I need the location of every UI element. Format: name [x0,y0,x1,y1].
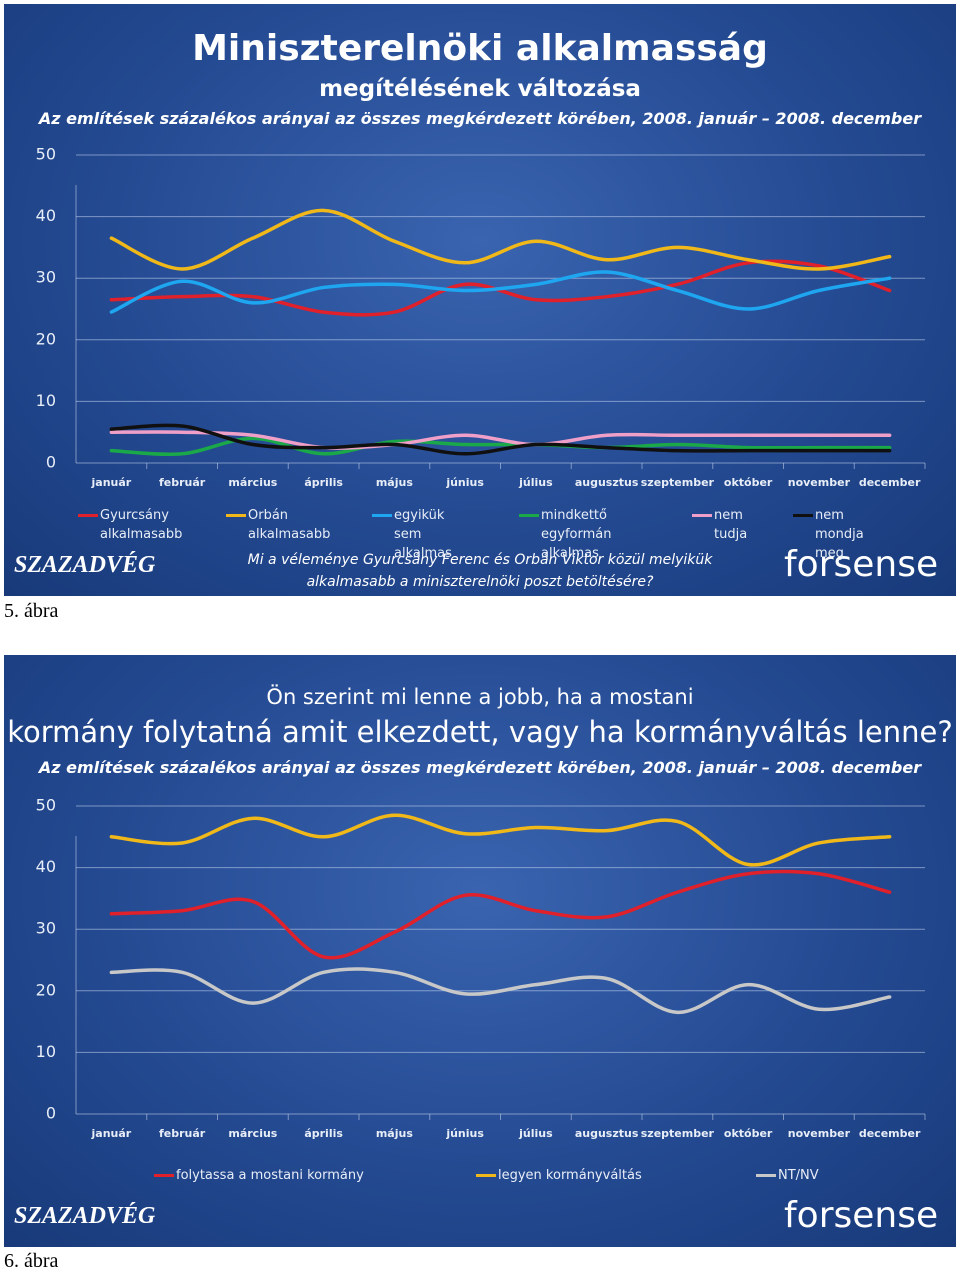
plot: 0 10 20 30 40 50 január február március április má… [36,145,926,489]
legend-label: Orbán alkalmasabb [248,508,331,542]
legend-swatch [793,514,813,517]
logo: forsense [784,1195,939,1236]
x-tick-label: december [859,1127,921,1140]
chart-panel: 0 10 20 30 40 50 január február március április má… [4,4,956,596]
legend-label: legyen kormányváltás [498,1168,642,1183]
y-tick-label: 0 [46,1104,56,1123]
legend-swatch [78,514,98,517]
legend-entry: mindkettő egyformán alkalmas [519,506,651,563]
legend-label: egyikük sem alkalmas [394,508,452,561]
x-tick-label: október [724,476,773,489]
question: alkalmasabb a miniszterelnöki poszt betö… [306,574,654,590]
question: Mi a véleménye Gyurcsány Ferenc és Orbán… [247,552,713,568]
x-tick-label: január [91,476,132,489]
y-tick-label: 20 [36,980,56,999]
caption: 5. ábra [4,600,59,622]
x-tick-label: február [159,476,206,489]
x-tick-label: február [159,1127,206,1140]
line-series [109,208,892,271]
caption: 6. ábra [4,1250,59,1272]
line-series [109,436,892,457]
x-tick-label: március [228,1127,277,1140]
legend-entry: egyikük sem alkalmas [372,506,474,563]
legend-label: NT/NV [778,1168,819,1183]
y-tick-label: 40 [36,206,56,225]
legend-swatch [372,514,392,517]
legend-swatch [756,1174,776,1177]
legend-entry: Orbán alkalmasabb [226,506,338,544]
x-tick-label: január [91,1127,132,1140]
chart-note: Az említések százalékos arányai az össze… [38,109,922,128]
x-tick-label: augusztus [575,476,639,489]
x-tick-label: augusztus [575,1127,639,1140]
y-tick-label: 50 [36,145,56,164]
x-tick-label: szeptember [641,1127,715,1140]
legend-entry: Gyurcsány alkalmasabb [78,506,190,544]
y-tick-label: 0 [46,453,56,472]
legend-swatch [692,514,712,517]
line-series [109,423,892,456]
x-tick-label: október [724,1127,773,1140]
chart-subtitle: megítélésének változása [319,76,641,102]
x-tick-label: május [376,1127,413,1140]
legend-swatch [226,514,246,517]
legend-entry: legyen kormányváltás [476,1166,678,1185]
x-tick-label: november [788,1127,851,1140]
x-tick-label: április [304,1127,343,1140]
x-tick-label: május [376,476,413,489]
logo: SZAZADVÉG [14,552,156,578]
legend-label: folytassa a mostani kormány [176,1168,364,1183]
legend-swatch [519,514,539,517]
line-series [109,430,892,450]
logo: forsense [784,544,939,585]
logo: SZAZADVÉG [14,1203,156,1229]
legend-label: Gyurcsány alkalmasabb [100,508,183,542]
x-tick-label: június [445,1127,484,1140]
x-tick-label: december [859,476,921,489]
y-tick-label: 50 [36,796,56,815]
legend-entry: nem tudja [692,506,764,544]
legend-entry: folytassa a mostani kormány [154,1166,376,1185]
y-tick-label: 40 [36,857,56,876]
y-tick-label: 30 [36,268,56,287]
legend-swatch [154,1174,174,1177]
x-tick-label: július [518,1127,553,1140]
y-tick-label: 30 [36,919,56,938]
line-series [109,813,892,867]
y-tick-label: 20 [36,329,56,348]
legend-label: nem mondja meg [815,508,864,561]
line-series [109,967,892,1015]
chart-panel: 0 10 20 30 40 50 január február március április má… [4,655,956,1247]
x-tick-label: március [228,476,277,489]
chart-title: Ön szerint mi lenne a jobb, ha a mostani [266,685,694,709]
legend-entry: NT/NV [756,1166,858,1185]
legend-label: nem tudja [714,508,748,542]
legend-label: mindkettő egyformán alkalmas [541,508,612,561]
x-tick-label: július [518,476,553,489]
x-tick-label: november [788,476,851,489]
legend-entry: nem mondja meg [793,506,895,563]
plot: 0 10 20 30 40 50 január február március április má… [36,796,926,1140]
chart-title: Miniszterelnöki alkalmasság [192,28,768,69]
x-tick-label: június [445,476,484,489]
line-series [109,270,892,314]
x-tick-label: szeptember [641,476,715,489]
chart-note: Az említések százalékos arányai az össze… [38,758,922,777]
x-tick-label: április [304,476,343,489]
legend-swatch [476,1174,496,1177]
y-tick-label: 10 [36,391,56,410]
line-series [109,869,892,960]
chart-subtitle: kormány folytatná amit elkezdett, vagy h… [7,715,953,749]
y-tick-label: 10 [36,1042,56,1061]
